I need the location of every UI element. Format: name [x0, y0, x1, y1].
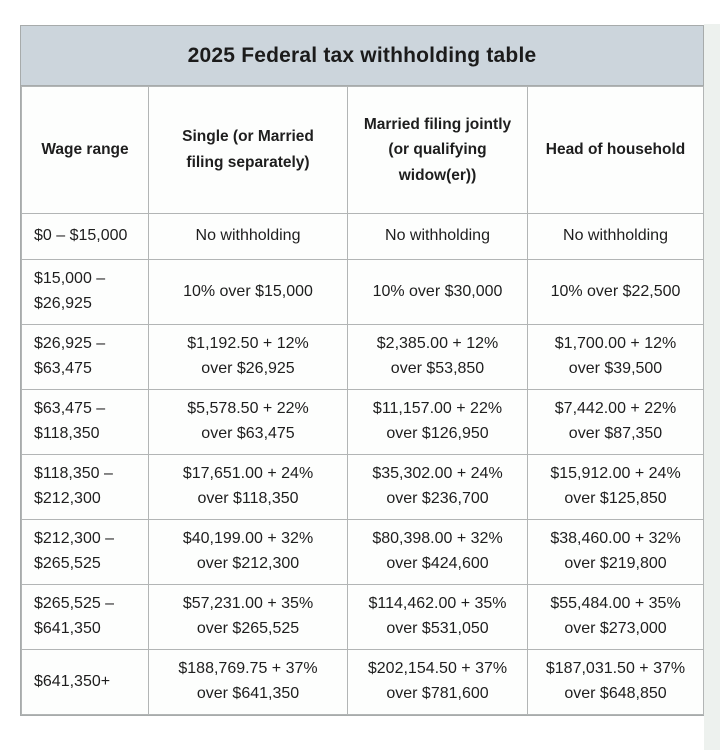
table-row: $118,350 – $212,300 $17,651.00 + 24% ove… [21, 454, 704, 520]
wage-range-cell: $26,925 – $63,475 [21, 324, 149, 390]
wage-range-cell: $15,000 – $26,925 [21, 259, 149, 325]
table-row: $265,525 – $641,350 $57,231.00 + 35% ove… [21, 584, 704, 650]
withholding-cell-single: No withholding [148, 213, 348, 260]
withholding-cell-hoh: $38,460.00 + 32% over $219,800 [527, 519, 704, 585]
table-row: $212,300 – $265,525 $40,199.00 + 32% ove… [21, 519, 704, 585]
withholding-cell-married: 10% over $30,000 [347, 259, 528, 325]
withholding-cell-single: $17,651.00 + 24% over $118,350 [148, 454, 348, 520]
table-row: $15,000 – $26,925 10% over $15,000 10% o… [21, 259, 704, 325]
withholding-cell-single: 10% over $15,000 [148, 259, 348, 325]
withholding-cell-single: $40,199.00 + 32% over $212,300 [148, 519, 348, 585]
withholding-cell-married: No withholding [347, 213, 528, 260]
withholding-cell-single: $188,769.75 + 37% over $641,350 [148, 649, 348, 715]
withholding-cell-hoh: $187,031.50 + 37% over $648,850 [527, 649, 704, 715]
withholding-cell-single: $1,192.50 + 12% over $26,925 [148, 324, 348, 390]
wage-range-cell: $0 – $15,000 [21, 213, 149, 260]
column-header-head-of-household: Head of household [527, 86, 704, 214]
withholding-cell-hoh: No withholding [527, 213, 704, 260]
header-row: Wage range Single (or Married filing sep… [21, 86, 704, 214]
wage-range-cell: $212,300 – $265,525 [21, 519, 149, 585]
table-row: $0 – $15,000 No withholding No withholdi… [21, 213, 704, 260]
withholding-cell-hoh: 10% over $22,500 [527, 259, 704, 325]
withholding-cell-single: $57,231.00 + 35% over $265,525 [148, 584, 348, 650]
wage-range-cell: $265,525 – $641,350 [21, 584, 149, 650]
withholding-cell-married: $80,398.00 + 32% over $424,600 [347, 519, 528, 585]
withholding-cell-married: $11,157.00 + 22% over $126,950 [347, 389, 528, 455]
withholding-cell-married: $35,302.00 + 24% over $236,700 [347, 454, 528, 520]
withholding-cell-married: $202,154.50 + 37% over $781,600 [347, 649, 528, 715]
table-title: 2025 Federal tax withholding table [21, 26, 703, 86]
column-header-wage-range: Wage range [21, 86, 149, 214]
withholding-cell-single: $5,578.50 + 22% over $63,475 [148, 389, 348, 455]
table-row: $26,925 – $63,475 $1,192.50 + 12% over $… [21, 324, 704, 390]
table-row: $63,475 – $118,350 $5,578.50 + 22% over … [21, 389, 704, 455]
tax-table-grid: Wage range Single (or Married filing sep… [21, 86, 704, 715]
column-header-married-jointly: Married filing jointly (or qualifying wi… [347, 86, 528, 214]
withholding-cell-married: $114,462.00 + 35% over $531,050 [347, 584, 528, 650]
withholding-cell-hoh: $7,442.00 + 22% over $87,350 [527, 389, 704, 455]
withholding-cell-hoh: $1,700.00 + 12% over $39,500 [527, 324, 704, 390]
wage-range-cell: $641,350+ [21, 649, 149, 715]
withholding-cell-married: $2,385.00 + 12% over $53,850 [347, 324, 528, 390]
table-row: $641,350+ $188,769.75 + 37% over $641,35… [21, 649, 704, 715]
withholding-cell-hoh: $55,484.00 + 35% over $273,000 [527, 584, 704, 650]
wage-range-cell: $63,475 – $118,350 [21, 389, 149, 455]
withholding-cell-hoh: $15,912.00 + 24% over $125,850 [527, 454, 704, 520]
page-right-margin-strip [704, 24, 720, 750]
column-header-single: Single (or Married filing separately) [148, 86, 348, 214]
wage-range-cell: $118,350 – $212,300 [21, 454, 149, 520]
tax-withholding-table: 2025 Federal tax withholding table Wage … [20, 25, 704, 716]
